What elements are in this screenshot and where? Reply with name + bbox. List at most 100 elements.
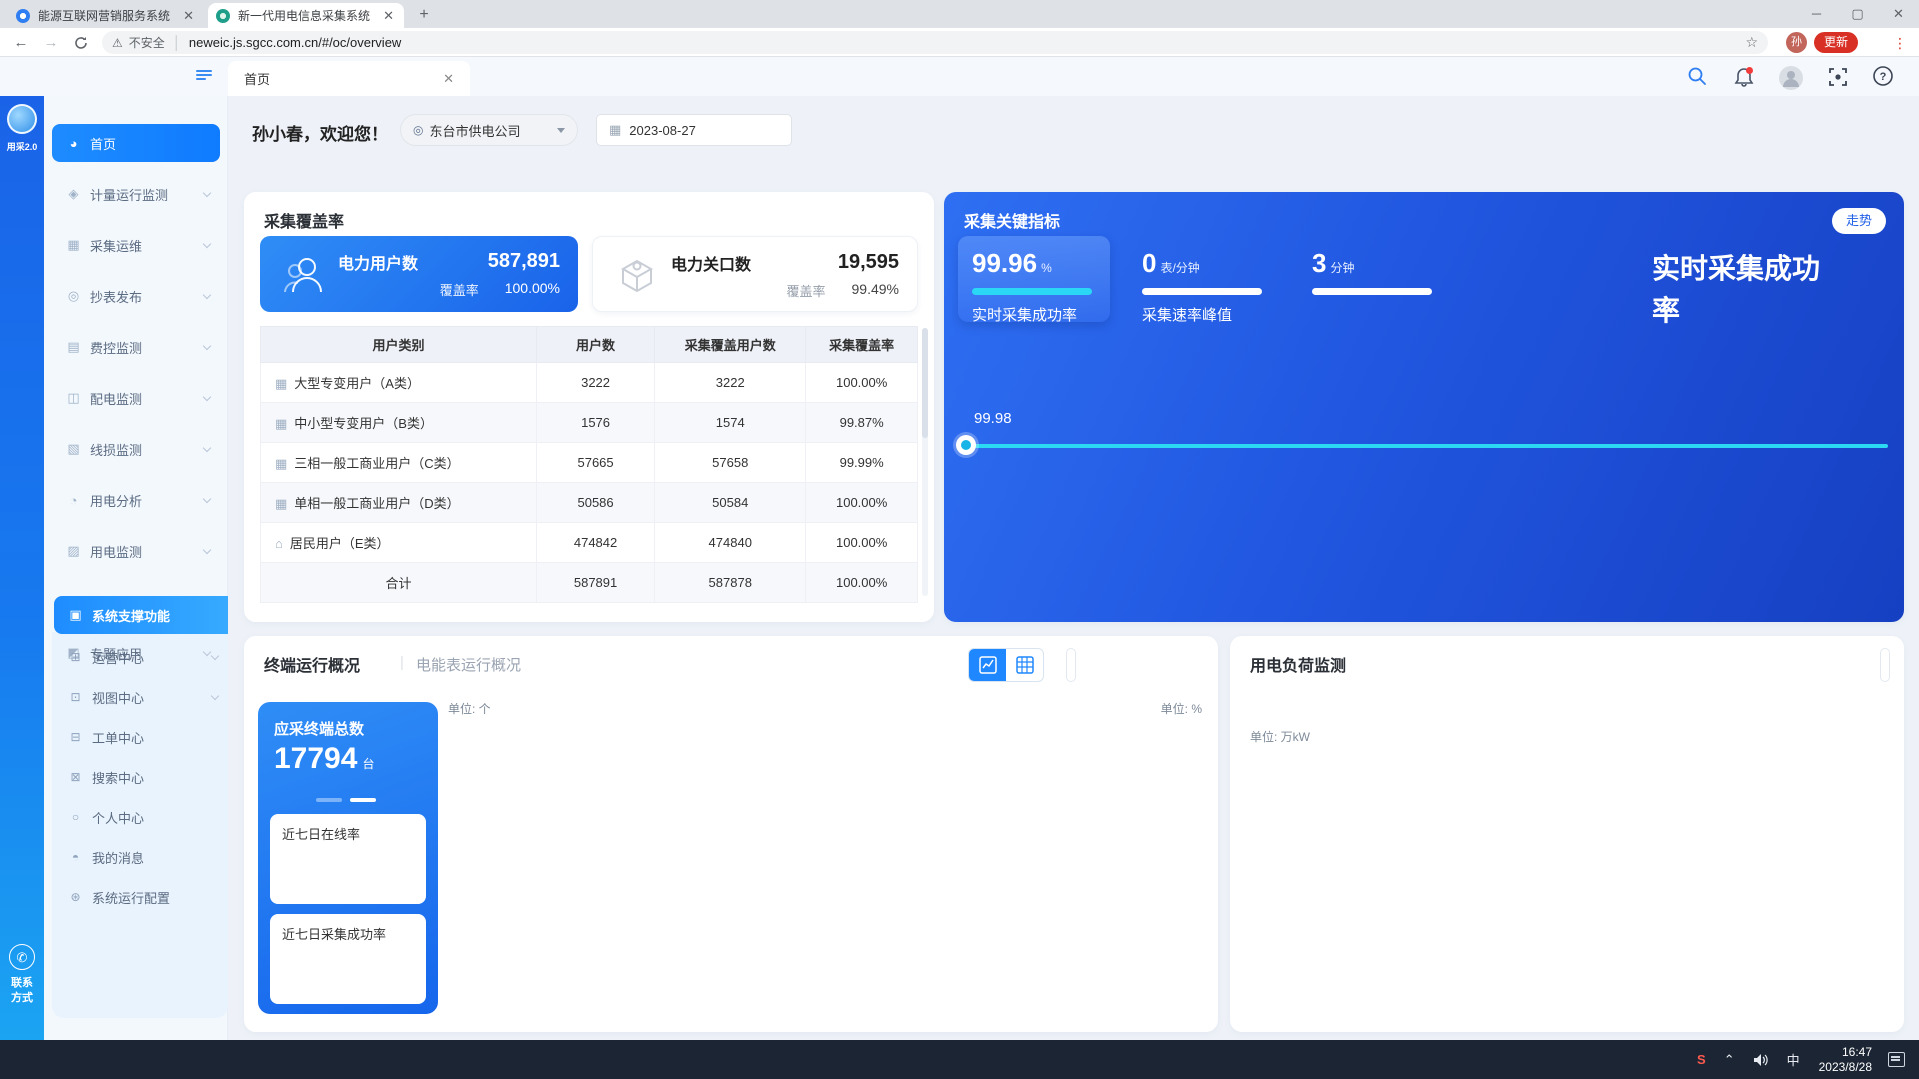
taskbar-clock[interactable]: 16:47 2023/8/28: [1818, 1044, 1872, 1074]
fullscreen-icon[interactable]: [1828, 65, 1852, 89]
window-minimize-button[interactable]: ─: [1811, 6, 1822, 21]
sidebar-item-label: 抄表发布: [90, 289, 143, 305]
sidebar-item-抄表发布[interactable]: ◎ 抄表发布: [52, 277, 220, 315]
table-cell-rate: 100.00%: [805, 482, 918, 523]
tab-close-icon[interactable]: ✕: [183, 7, 194, 23]
sidebar-item-用电分析[interactable]: ◔ 用电分析: [52, 481, 220, 519]
reload-icon[interactable]: [70, 32, 92, 54]
forward-icon[interactable]: →: [43, 34, 59, 51]
main-content: 孙小春，欢迎您！ ◎ 东台市供电公司 ▦ 2023-08-27 采集覆盖率 电力…: [228, 96, 1919, 1040]
tray-s-icon[interactable]: S: [1697, 1052, 1706, 1067]
sidebar-item-个人中心[interactable]: ○ 个人中心: [68, 801, 218, 833]
personal-center-icon: ○: [71, 810, 80, 824]
tab-close-icon[interactable]: ✕: [443, 70, 454, 86]
carousel-dot[interactable]: [316, 798, 342, 802]
kpi-headline: 实时采集成功率: [1652, 253, 1821, 326]
browser-tab-0[interactable]: 能源互联网营销服务系统 ✕: [8, 3, 204, 28]
power-users-rate: 100.00%: [504, 280, 560, 296]
date-picker[interactable]: ▦ 2023-08-27: [596, 114, 792, 146]
view-center-icon: ⊡: [70, 690, 81, 704]
terminal-panel-title: 终端运行概况: [264, 658, 361, 675]
help-icon[interactable]: ?: [1872, 65, 1896, 89]
ime-indicator[interactable]: 中: [1786, 1053, 1800, 1068]
carousel-dot-active[interactable]: [350, 798, 376, 802]
sidebar-item-线损监测[interactable]: ▧ 线损监测: [52, 430, 220, 468]
sidebar-item-搜索中心[interactable]: ⊠ 搜索中心: [68, 761, 218, 793]
chevron-down-icon: [202, 392, 212, 401]
table-cell-covered: 587878: [654, 562, 807, 603]
sidebar-collapse-icon[interactable]: [196, 70, 212, 82]
system-config-icon: ⊛: [70, 890, 81, 904]
tab-favicon: [16, 8, 30, 23]
tab-close-icon[interactable]: ✕: [383, 7, 394, 23]
table-cell-users: 1576: [535, 402, 656, 443]
speaker-icon[interactable]: [1753, 1053, 1769, 1067]
search-icon[interactable]: [1686, 65, 1710, 89]
chart-view-icon[interactable]: [969, 649, 1006, 681]
table-cell-rate: 99.87%: [805, 402, 918, 443]
sidebar-item-label: 工单中心: [92, 730, 145, 746]
table-scrollbar[interactable]: [922, 328, 928, 596]
gateway-box-icon: [620, 259, 654, 293]
coverage-table: 用户类别 用户数 采集覆盖用户数 采集覆盖率 ▦ 大型专变用户（A类） 3222 3222 1…: [260, 326, 918, 603]
app-logo-text: 用采2.0: [6, 142, 38, 152]
bookmark-star-icon[interactable]: ☆: [1745, 34, 1758, 50]
table-cell-covered: 474840: [654, 522, 807, 563]
sidebar-item-配电监测[interactable]: ◫ 配电监测: [52, 379, 220, 417]
power-gateways-rate: 99.49%: [851, 281, 899, 297]
trend-button[interactable]: 走势: [1832, 208, 1886, 234]
terminal-segment-control: [1066, 648, 1076, 682]
table-cell-covered: 57658: [654, 442, 807, 483]
browser-update-button[interactable]: 更新: [1814, 32, 1859, 53]
browser-tab-1[interactable]: 新一代用电信息采集系统 ✕: [208, 3, 404, 28]
new-tab-button[interactable]: +: [419, 6, 429, 23]
work-order-icon: ⊟: [70, 730, 81, 744]
power-gateways-value: 19,595: [837, 251, 899, 273]
window-maximize-button[interactable]: ▢: [1851, 6, 1864, 21]
collection-ops-icon: ▦: [67, 237, 80, 252]
sidebar-item-费控监测[interactable]: ▤ 费控监测: [52, 328, 220, 366]
sidebar-item-运营中心[interactable]: ⊞ 运营中心: [68, 641, 220, 673]
org-selector[interactable]: ◎ 东台市供电公司: [400, 114, 578, 146]
contact-block[interactable]: ✆ 联系 方式: [0, 944, 44, 1006]
window-close-button[interactable]: ✕: [1893, 6, 1904, 21]
kpi-metric-采集速率峰值: 0 表/分钟 采集速率峰值: [1142, 248, 1302, 325]
table-cell-users: 57665: [535, 442, 656, 483]
meter-overview-tab[interactable]: 电能表运行概况: [416, 657, 522, 674]
collect-rate-spark-card: 近七日采集成功率: [270, 914, 426, 1004]
special-app-icon: ◩: [67, 645, 80, 660]
sidebar-item-系统运行配置[interactable]: ⊛ 系统运行配置: [68, 881, 218, 913]
page-tab-home[interactable]: 首页 ✕: [228, 61, 470, 96]
sidebar-item-系统支撑功能[interactable]: ▣ 系统支撑功能: [54, 596, 228, 634]
sidebar-item-用电监测[interactable]: ▨ 用电监测: [52, 532, 220, 570]
sidebar-item-label: 用电监测: [90, 544, 143, 560]
back-icon[interactable]: ←: [13, 34, 29, 51]
table-view-icon[interactable]: [1006, 649, 1043, 681]
sidebar-item-视图中心[interactable]: ⊡ 视图中心: [68, 681, 220, 713]
sidebar-item-工单中心[interactable]: ⊟ 工单中心: [68, 721, 218, 753]
table-cell-covered: 3222: [654, 362, 807, 403]
greeting-text: 孙小春，欢迎您！: [252, 125, 388, 144]
coverage-panel-title: 采集覆盖率: [264, 214, 345, 231]
table-cell-users: 3222: [535, 362, 656, 403]
sidebar-item-采集运维[interactable]: ▦ 采集运维: [52, 226, 220, 264]
sidebar-item-计量运行监测[interactable]: ◈ 计量运行监测: [52, 175, 220, 213]
sidebar-item-label: 采集运维: [90, 238, 143, 254]
sidebar-item-专题应用[interactable]: ◩ 专题应用: [52, 634, 220, 672]
action-center-icon[interactable]: [1888, 1052, 1905, 1067]
browser-tab-strip: 能源互联网营销服务系统 ✕ 新一代用电信息采集系统 ✕ + ─ ▢ ✕: [0, 0, 1919, 28]
sidebar-item-label: 视图中心: [92, 690, 145, 706]
sidebar-item-label: 配电监测: [90, 391, 143, 407]
address-bar[interactable]: ⚠ 不安全 │ neweic.js.sgcc.com.cn/#/oc/overv…: [102, 31, 1768, 54]
sidebar-item-我的消息[interactable]: ◓ 我的消息: [68, 841, 218, 873]
trend-slider-handle[interactable]: [956, 435, 976, 455]
tray-expand-icon[interactable]: ⌃: [1723, 1051, 1735, 1067]
tab-favicon: [216, 8, 230, 23]
sidebar-item-首页[interactable]: ◕ 首页: [52, 124, 220, 162]
browser-menu-icon[interactable]: ⋮: [1893, 35, 1907, 51]
notification-bell-icon[interactable]: [1732, 65, 1756, 89]
browser-profile-avatar[interactable]: 孙: [1786, 32, 1807, 53]
table-cell-covered: 50584: [654, 482, 807, 523]
table-cell-rate: 100.00%: [805, 522, 918, 563]
user-avatar[interactable]: [1778, 65, 1803, 90]
